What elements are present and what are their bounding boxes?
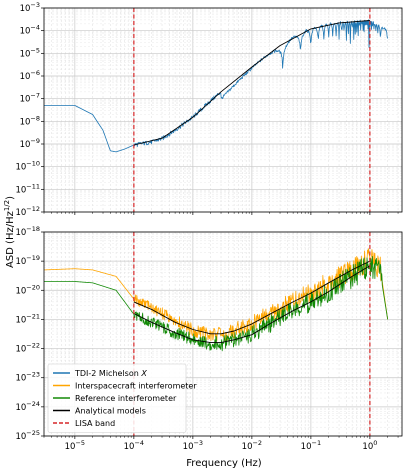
grid xyxy=(43,7,402,213)
x-tick-label: 10−5 xyxy=(65,439,85,452)
y-tick-label: 10−4 xyxy=(20,24,40,37)
x-tick-label: 10−4 xyxy=(124,439,144,452)
x-tick-label: 10−3 xyxy=(183,439,203,452)
x-tick-label: 100 xyxy=(362,439,377,452)
axes-frame xyxy=(43,231,403,437)
y-tick-label: 10−23 xyxy=(15,371,40,384)
legend-entry-label: Interspacecraft interferometer xyxy=(75,382,197,391)
x-axis-label: Frequency (Hz) xyxy=(186,458,262,469)
y-tick-label: 10−20 xyxy=(15,283,40,296)
series-analytical-models xyxy=(133,260,371,335)
y-tick-label: 10−21 xyxy=(15,312,40,325)
legend-entry-label: Analytical models xyxy=(75,407,146,416)
legend-entry-label: TDI-2 Michelson X xyxy=(74,369,147,378)
y-tick-label: 10−6 xyxy=(20,69,40,82)
y-tick-label: 10−5 xyxy=(20,46,40,59)
y-tick-label: 10−10 xyxy=(15,160,40,173)
y-tick-label: 10−19 xyxy=(15,254,40,267)
series-analytical-models xyxy=(133,20,370,146)
x-tick-label: 10−1 xyxy=(301,439,321,452)
axes-frame xyxy=(43,7,403,213)
legend-entry-label: Reference interferometer xyxy=(75,394,177,403)
y-tick-label: 10−8 xyxy=(20,114,40,127)
top-panel: 10−12 10−11 10−10 10−9 10−8 10−7 10−6 10−5 10−4 1… xyxy=(15,1,403,218)
y-tick-label: 10−9 xyxy=(20,137,40,150)
y-tick-label: 10−7 xyxy=(20,92,40,105)
legend: TDI-2 Michelson X Interspacecraft interfe… xyxy=(47,363,197,433)
y-tick-label: 10−12 xyxy=(15,205,40,218)
bottom-panel: 10−25 10−24 10−23 10−22 10−21 10−20 10−19 10−18… xyxy=(15,225,403,452)
y-tick-label: 10−18 xyxy=(15,225,40,238)
y-tick-label: 10−3 xyxy=(20,1,40,14)
x-tick-label: 10−2 xyxy=(242,439,262,452)
y-tick-label: 10−11 xyxy=(15,182,40,195)
legend-entry-label: LISA band xyxy=(75,419,115,428)
y-axis-label: ASD (Hz/Hz1/2) xyxy=(3,196,16,268)
series-tdi-2-michelson-x xyxy=(44,19,389,153)
y-tick-label: 10−22 xyxy=(15,342,40,355)
y-tick-label: 10−25 xyxy=(15,429,40,442)
series-reference-interferometer xyxy=(44,255,389,352)
series-analytical-models-reference- xyxy=(133,265,371,344)
y-tick-label: 10−24 xyxy=(15,400,40,413)
